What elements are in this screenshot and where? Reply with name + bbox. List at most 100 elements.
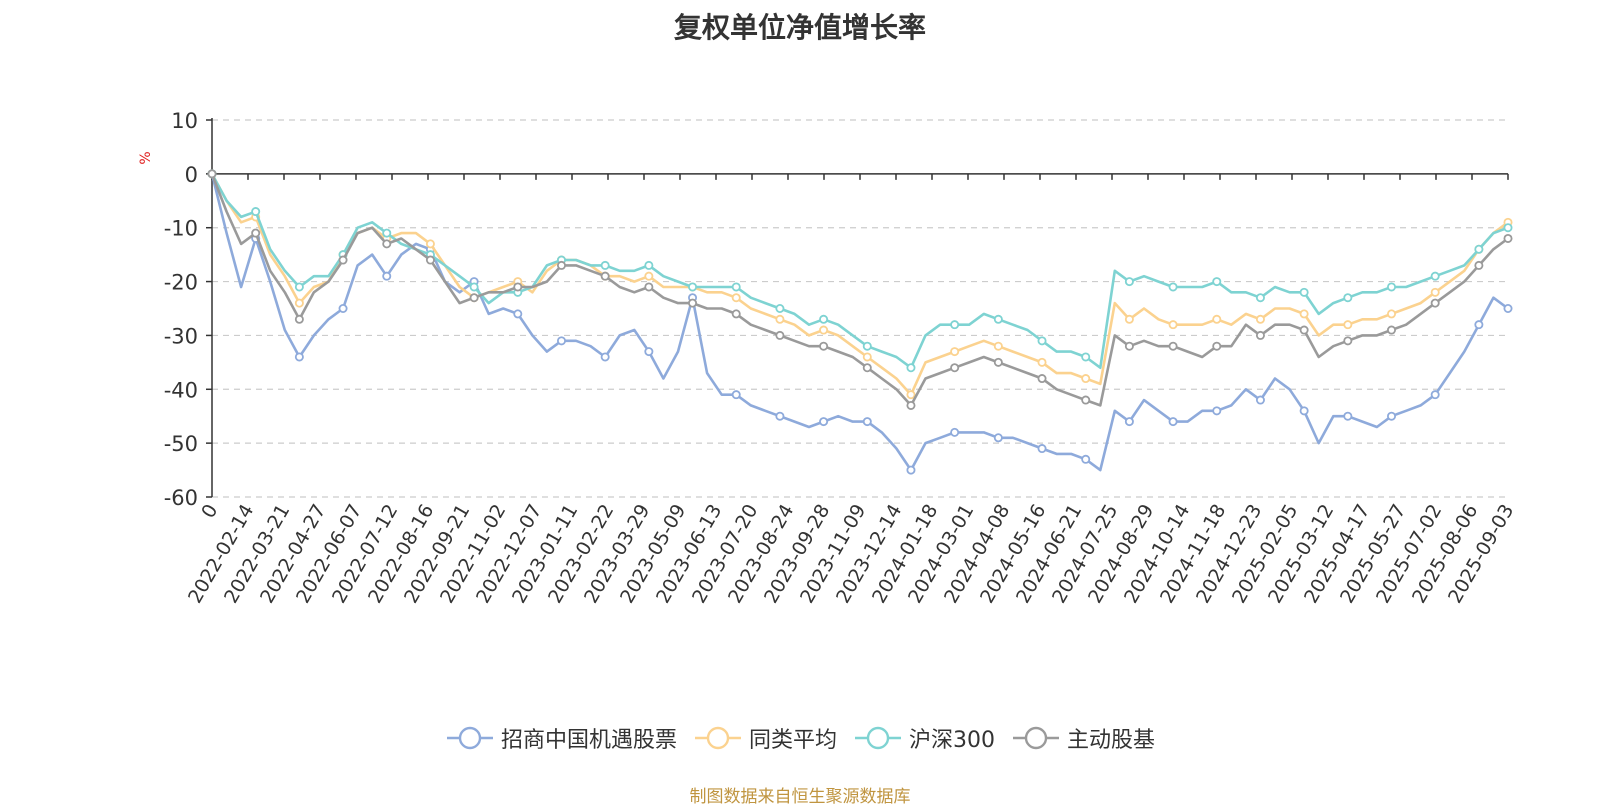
data-point (1503, 233, 1513, 243)
data-point (425, 239, 435, 249)
legend-item-1[interactable]: 同类平均 (693, 722, 837, 754)
legend-item-2[interactable]: 沪深300 (853, 722, 995, 754)
data-point (556, 260, 566, 270)
legend-item-0[interactable]: 招商中国机遇股票 (445, 722, 677, 754)
legend-label: 招商中国机遇股票 (500, 728, 677, 753)
data-point (819, 314, 829, 324)
data-point (469, 293, 479, 303)
legend-line-circle-icon (1013, 726, 1059, 750)
data-point (338, 255, 348, 265)
data-point (1212, 277, 1222, 287)
legend-line-circle-icon (694, 726, 741, 750)
data-point (382, 228, 392, 238)
data-point (1168, 320, 1178, 330)
data-point (906, 400, 916, 410)
data-point (1081, 395, 1091, 405)
legend-line-circle-icon (446, 726, 493, 750)
data-point (1168, 417, 1178, 427)
data-point (1124, 277, 1134, 287)
data-point (731, 309, 741, 319)
data-point (1124, 417, 1134, 427)
data-point (862, 363, 872, 373)
data-point (1430, 271, 1440, 281)
data-point (862, 417, 872, 427)
data-point (862, 352, 872, 362)
y-tick-label: -40 (164, 378, 198, 402)
data-point (1430, 390, 1440, 400)
data-point (950, 347, 960, 357)
data-point (1212, 406, 1222, 416)
y-tick-label: 10 (171, 109, 198, 133)
data-point (1474, 260, 1484, 270)
data-point (906, 390, 916, 400)
data-point (513, 282, 523, 292)
data-point (600, 271, 610, 281)
data-point (1212, 341, 1222, 351)
data-point (1343, 336, 1353, 346)
data-point (1255, 293, 1265, 303)
data-point (1255, 330, 1265, 340)
series-line-2 (210, 173, 1509, 369)
data-point (1387, 282, 1397, 292)
series-markers-0 (207, 169, 1513, 475)
legend-label: 主动股基 (1067, 728, 1156, 753)
legend-label: 同类平均 (748, 728, 837, 753)
data-point (993, 433, 1003, 443)
source-note: 制图数据来自恒生聚源数据库 (689, 787, 911, 807)
data-point (294, 352, 304, 362)
data-point (1343, 411, 1353, 421)
data-point (1387, 325, 1397, 335)
data-point (644, 282, 654, 292)
data-point (644, 260, 654, 270)
data-point (1430, 298, 1440, 308)
data-point (950, 427, 960, 437)
data-point (1299, 309, 1309, 319)
data-point (294, 314, 304, 324)
data-point (993, 357, 1003, 367)
data-point (600, 260, 610, 270)
data-point (513, 309, 523, 319)
legend: 招商中国机遇股票 同类平均 沪深300 主动股基 (0, 722, 1600, 756)
data-point (950, 363, 960, 373)
data-point (775, 314, 785, 324)
data-point (819, 417, 829, 427)
data-point (1037, 336, 1047, 346)
series-markers-3 (207, 169, 1513, 410)
series-line-3 (210, 173, 1509, 407)
data-point (1255, 314, 1265, 324)
data-point (775, 411, 785, 421)
x-tick-label: 0 (197, 501, 222, 522)
data-point (731, 282, 741, 292)
data-point (600, 352, 610, 362)
data-point (1343, 293, 1353, 303)
y-tick-label: -50 (164, 432, 198, 456)
data-point (862, 341, 872, 351)
data-point (1503, 303, 1513, 313)
y-tick-label: -10 (164, 217, 198, 241)
data-point (993, 314, 1003, 324)
series-line-0 (210, 173, 1509, 472)
legend-item-3[interactable]: 主动股基 (1011, 722, 1155, 754)
data-point (731, 390, 741, 400)
data-point (1124, 341, 1134, 351)
data-point (775, 303, 785, 313)
series-lines (207, 169, 1513, 475)
data-point (644, 271, 654, 281)
data-point (294, 298, 304, 308)
legend-line-circle-icon (855, 726, 901, 750)
data-point (338, 303, 348, 313)
data-point (207, 169, 217, 179)
data-point (1081, 454, 1091, 464)
chart-title: 复权单位净值增长率 (673, 11, 926, 44)
data-point (688, 282, 698, 292)
data-point (1081, 374, 1091, 384)
data-point (906, 363, 916, 373)
data-point (1299, 287, 1309, 297)
y-tick-label: -30 (164, 324, 198, 348)
data-point (1124, 314, 1134, 324)
data-point (294, 282, 304, 292)
data-point (556, 336, 566, 346)
axes: 100-10-20-30-40-50-6002022-02-142022-03-… (164, 109, 1519, 607)
data-point (1430, 287, 1440, 297)
